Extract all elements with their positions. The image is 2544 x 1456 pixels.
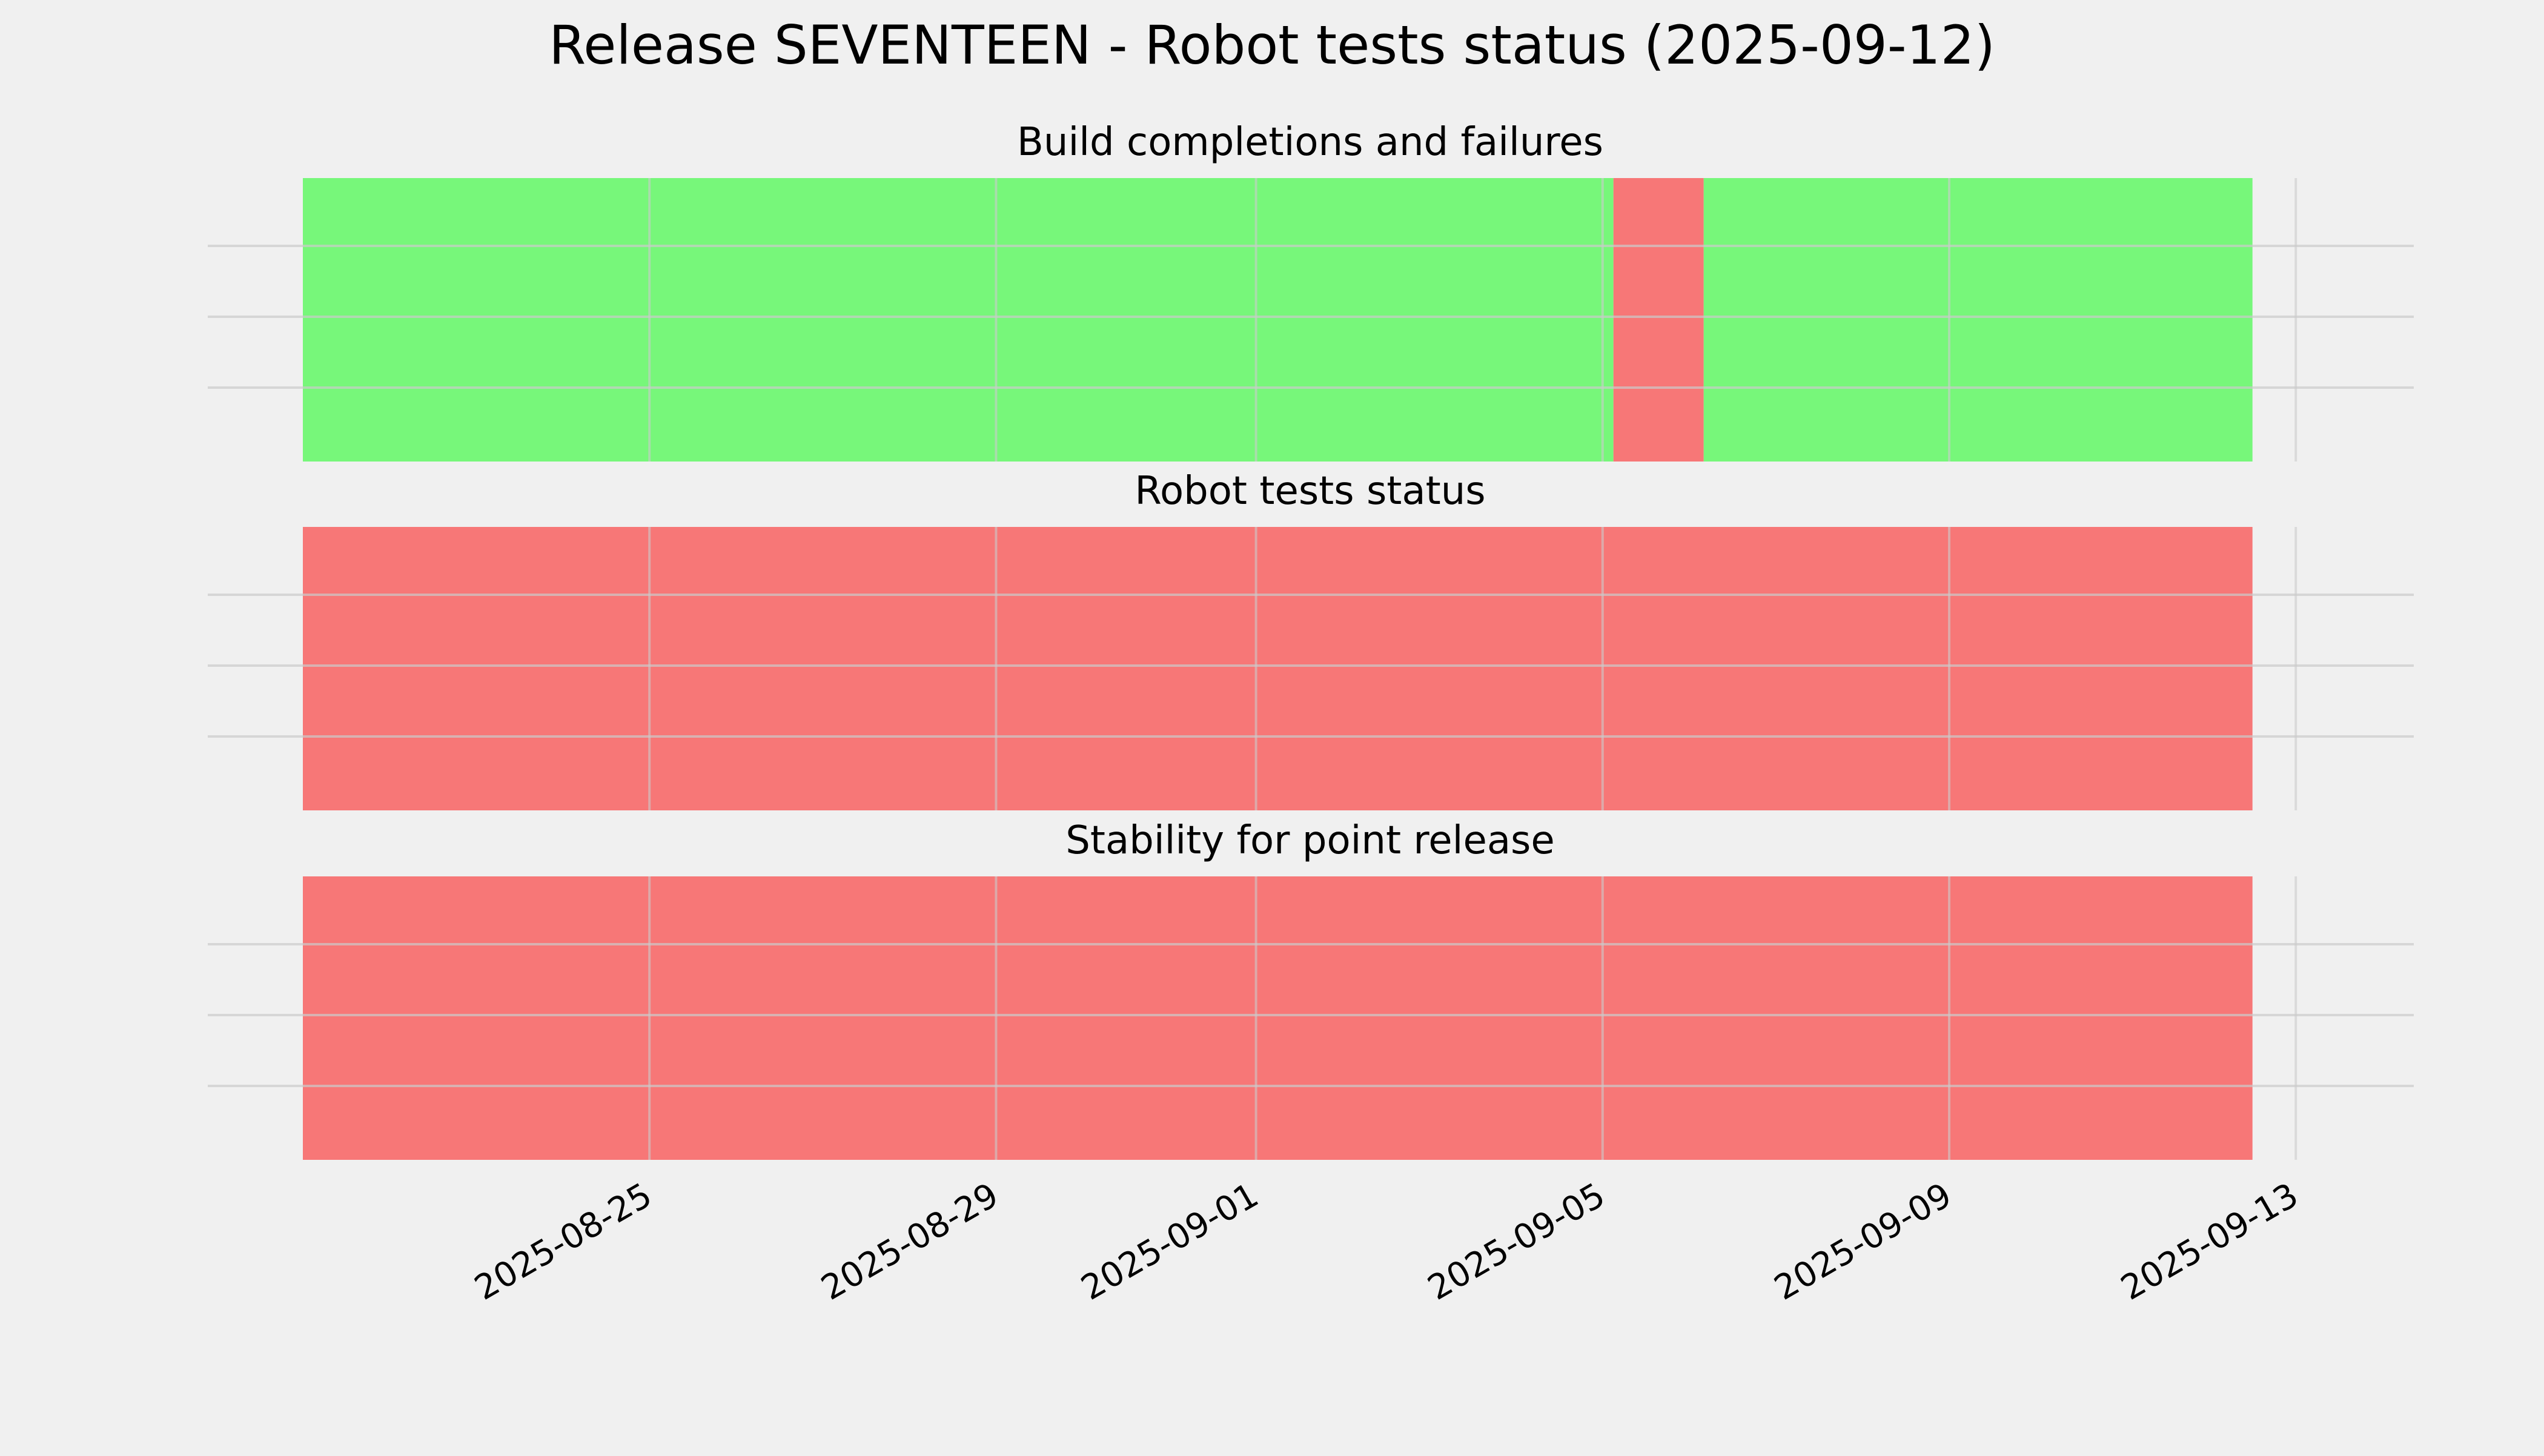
chart-panels: Build completions and failures Robot test…: [208, 120, 2414, 1160]
status-segment-fail: [303, 527, 2253, 810]
status-segment-pass: [1703, 178, 2253, 462]
panel-1: Build completions and failures: [208, 120, 2414, 462]
x-tick-label: 2025-09-05: [1421, 1176, 1611, 1308]
x-axis-tick-labels: 2025-08-25 2025-08-29 2025-09-01 2025-09-05…: [468, 1176, 2305, 1308]
panel-subtitle: Stability for point release: [1065, 818, 1555, 863]
status-segment-pass: [303, 178, 1614, 462]
x-tick-label: 2025-09-13: [2115, 1176, 2305, 1308]
chart-title: Release SEVENTEEN - Robot tests status (…: [549, 14, 1995, 76]
panel-3: Stability for point release: [208, 818, 2414, 1160]
status-segment-fail: [303, 876, 2253, 1160]
x-tick-label: 2025-09-01: [1075, 1176, 1265, 1308]
x-tick-label: 2025-08-25: [468, 1176, 658, 1308]
x-tick-label: 2025-08-29: [815, 1176, 1005, 1308]
panel-subtitle: Build completions and failures: [1017, 120, 1603, 165]
x-tick-label: 2025-09-09: [1768, 1176, 1958, 1308]
panel-subtitle: Robot tests status: [1135, 469, 1485, 514]
status-segment-fail: [1613, 178, 1704, 462]
panel-2: Robot tests status: [208, 469, 2414, 810]
